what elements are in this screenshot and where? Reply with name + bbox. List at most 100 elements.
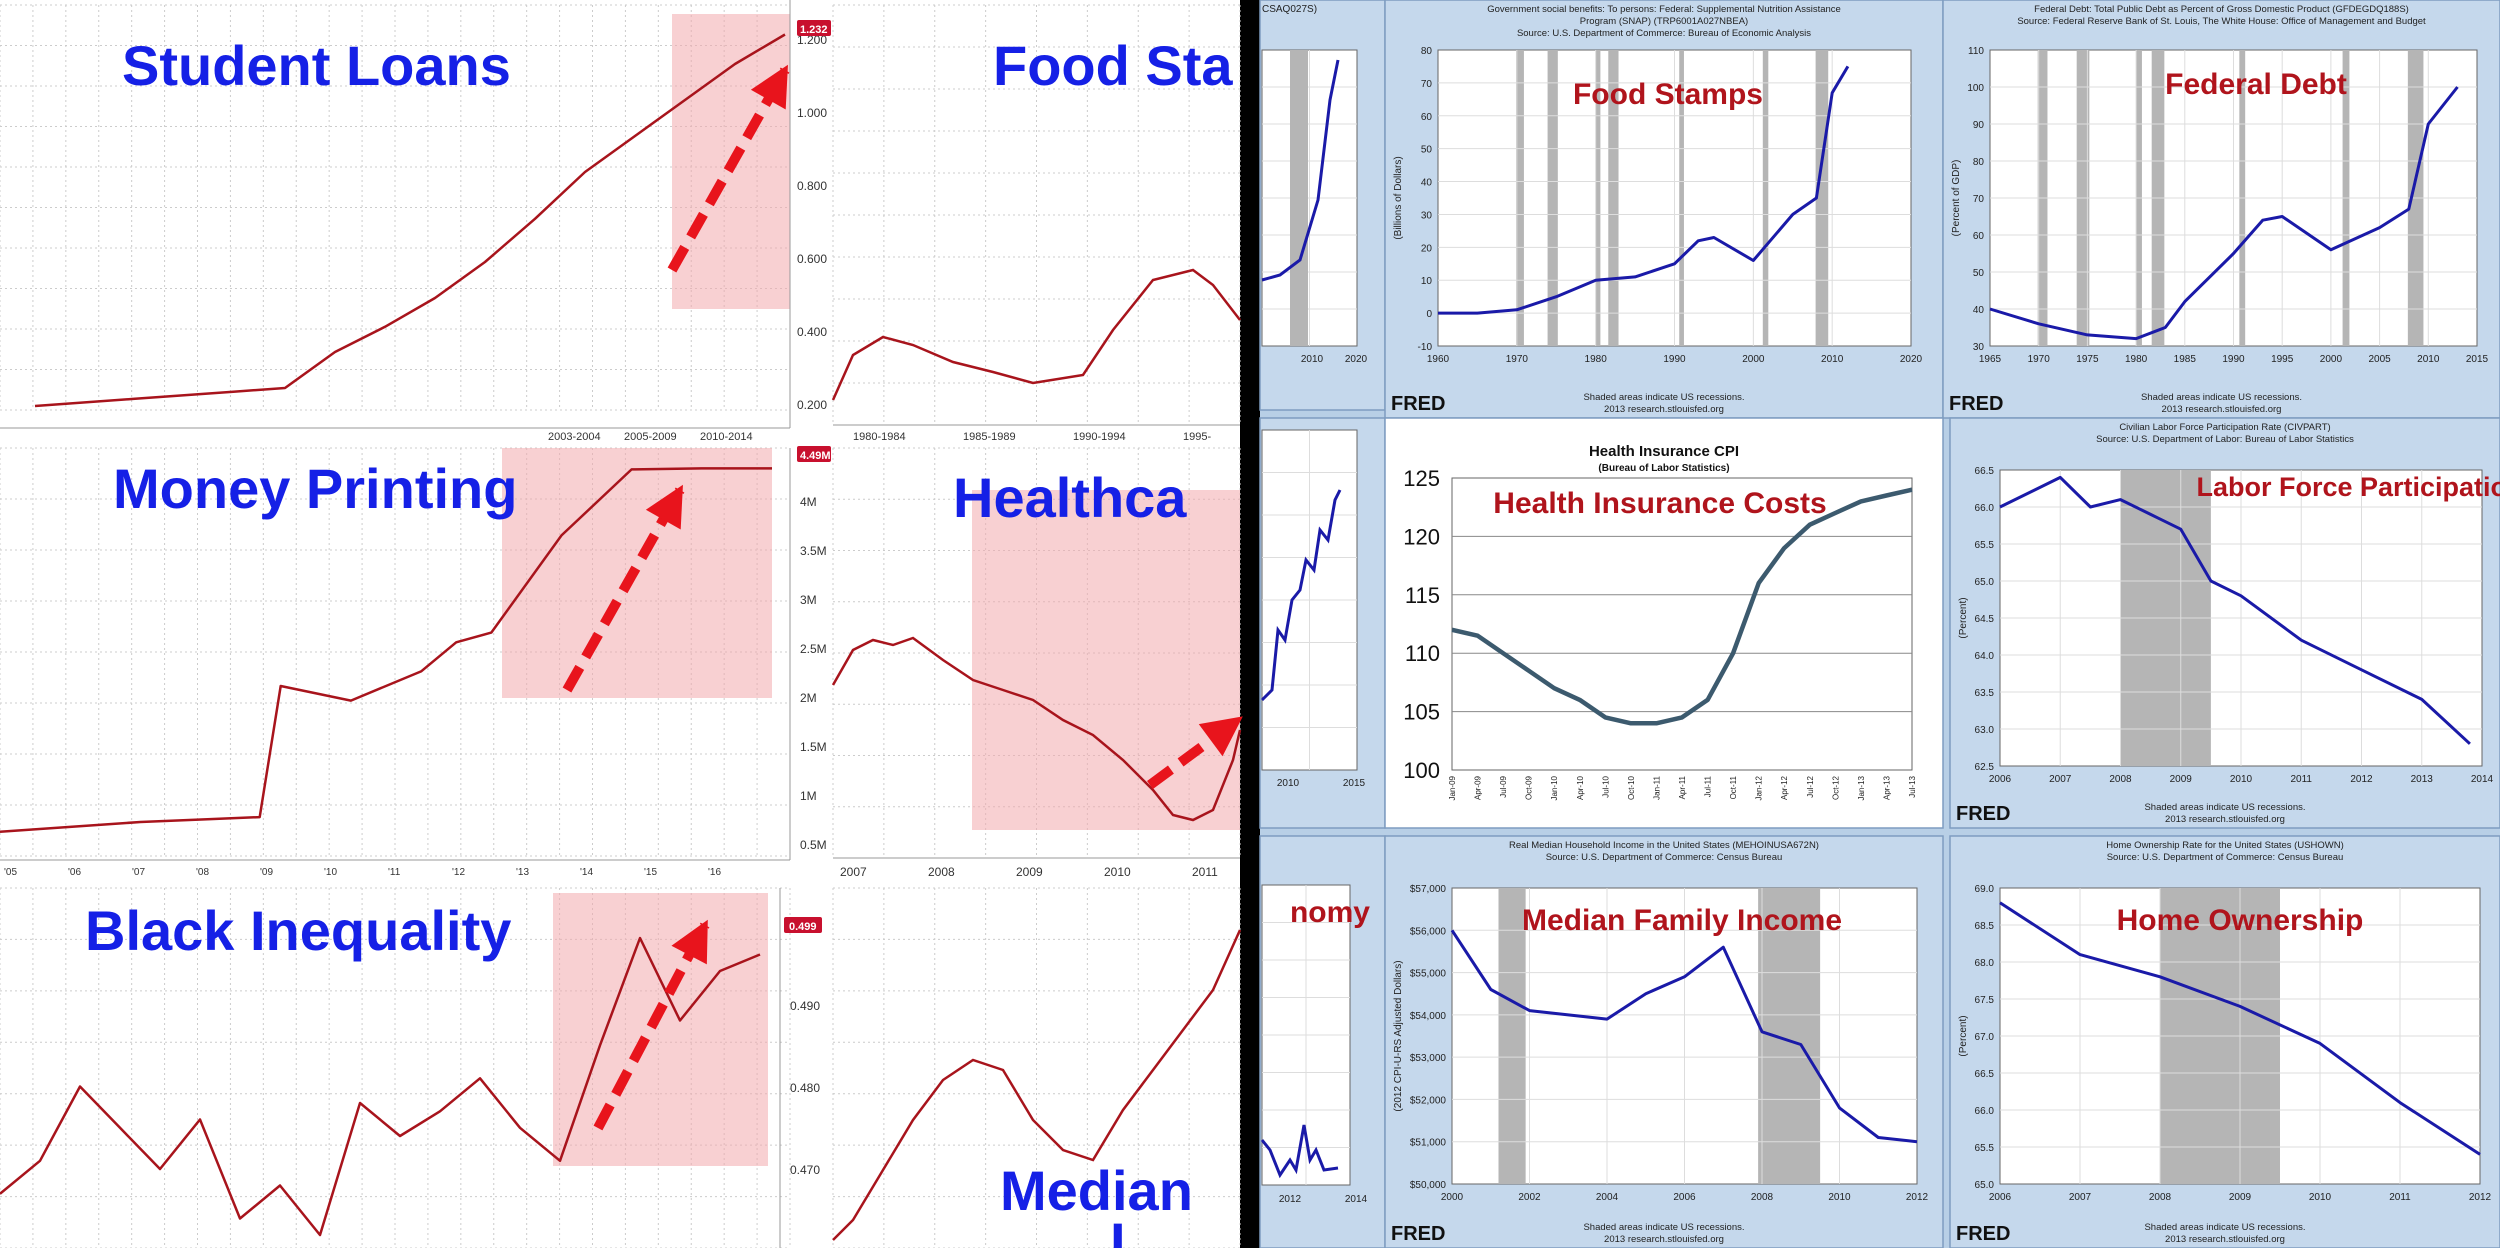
fred-home-ownership-xtick-6: 2012 <box>2469 1192 2492 1203</box>
health-left-xtick-1: 2008 <box>928 865 955 879</box>
fred-labor-force-ytick-4: 64.5 <box>1975 614 1995 625</box>
fred-crop-mid-xtick-1: 2015 <box>1343 778 1366 789</box>
right-collage: CSAQ027S)2010 202080706050403020100-10196… <box>1260 0 2500 1248</box>
fred-federal-debt-xtick-3: 1980 <box>2125 354 2148 365</box>
money-xtick-11: '16 <box>708 867 721 878</box>
fred-federal-debt-xtick-4: 1985 <box>2174 354 2197 365</box>
fred-labor-force-ytick-6: 63.5 <box>1975 688 1995 699</box>
fred-home-ownership-xtick-2: 2008 <box>2149 1192 2172 1203</box>
fred-labor-force-xtick-7: 2013 <box>2411 774 2434 785</box>
money-title: Money Printing <box>113 457 517 520</box>
student-loans-title: Student Loans <box>122 34 511 97</box>
inequality-ytick-0: 0.490 <box>790 999 820 1013</box>
fred-median-income-ytick-4: $53,000 <box>1410 1053 1447 1064</box>
fred-crop-bottom-xtick-0: 2012 <box>1279 1194 1302 1205</box>
fred-federal-debt-ytick-7: 40 <box>1973 305 1985 316</box>
food-left-xtick-1: 1985-1989 <box>963 431 1016 443</box>
median-left-title-2: I <box>1110 1211 1126 1248</box>
fred-food-stamps-ytick-7: 10 <box>1421 276 1433 287</box>
fred-median-income-xtick-3: 2006 <box>1673 1192 1696 1203</box>
fred-labor-force-source-0: Civilian Labor Force Participation Rate … <box>2119 422 2330 433</box>
fred-labor-force-xtick-3: 2009 <box>2170 774 2193 785</box>
money-ytick-0: 4M <box>800 495 817 509</box>
health-left-xtick-3: 2010 <box>1104 865 1131 879</box>
fred-labor-force-xtick-8: 2014 <box>2471 774 2494 785</box>
fred-food-stamps-source-2: Source: U.S. Department of Commerce: Bur… <box>1517 28 1811 39</box>
inequality-title: Black Inequality <box>85 899 511 962</box>
health-insurance-chart-subtitle: (Bureau of Labor Statistics) <box>1598 463 1729 474</box>
fred-labor-force-ytick-0: 66.5 <box>1975 466 1995 477</box>
fred-federal-debt-xtick-7: 2000 <box>2320 354 2343 365</box>
health-insurance-xtick-3: Oct-09 <box>1525 775 1534 800</box>
student-loans-ytick-1: 1.000 <box>797 106 827 120</box>
health-insurance-xtick-10: Jul-11 <box>1704 775 1713 797</box>
fred-crop-top-recession <box>1290 50 1308 346</box>
fred-median-income-title: Median Family Income <box>1522 904 1842 937</box>
fred-federal-debt-xtick-9: 2010 <box>2417 354 2440 365</box>
fred-home-ownership-ylabel: (Percent) <box>1958 1015 1969 1056</box>
fred-home-ownership-title: Home Ownership <box>2117 904 2364 937</box>
fred-labor-force-ytick-1: 66.0 <box>1975 503 1995 514</box>
fred-median-income-xtick-2: 2004 <box>1596 1192 1619 1203</box>
money-ytick-3: 2.5M <box>800 642 827 656</box>
money-ytick-7: 0.5M <box>800 838 827 852</box>
fred-labor-force-ytick-3: 65.0 <box>1975 577 1995 588</box>
fred-labor-force-brand: FRED <box>1956 803 2010 825</box>
fred-home-ownership-source-1: Source: U.S. Department of Commerce: Cen… <box>2107 852 2344 863</box>
fred-food-stamps-ytick-3: 50 <box>1421 145 1433 156</box>
fred-federal-debt-ytick-0: 110 <box>1968 46 1984 57</box>
fred-home-ownership-ytick-6: 66.0 <box>1975 1106 1995 1117</box>
health-insurance-xtick-0: Jan-09 <box>1448 775 1457 800</box>
health-insurance-xtick-7: Oct-10 <box>1627 775 1636 800</box>
health-insurance-xtick-16: Jan-13 <box>1857 775 1866 800</box>
fred-labor-force-xtick-5: 2011 <box>2290 774 2312 785</box>
student-loans-ytick-3: 0.600 <box>797 252 827 266</box>
money-xtick-0: '05 <box>4 867 17 878</box>
health-insurance-xtick-13: Apr-12 <box>1780 775 1789 800</box>
fred-federal-debt-ytick-4: 70 <box>1973 194 1985 205</box>
fred-home-ownership-source-0: Home Ownership Rate for the United State… <box>2106 840 2344 851</box>
money-xtick-3: '08 <box>196 867 209 878</box>
food-left-xtick-0: 1980-1984 <box>853 431 906 443</box>
health-left-xtick-2: 2009 <box>1016 865 1043 879</box>
fred-labor-force-ytick-8: 62.5 <box>1975 762 1995 773</box>
health-insurance-xtick-15: Oct-12 <box>1831 775 1840 800</box>
food-left-xtick-2: 1990-1994 <box>1073 431 1126 443</box>
fred-median-income-ytick-0: $57,000 <box>1410 884 1447 895</box>
fred-home-ownership-ytick-0: 69.0 <box>1975 884 1995 895</box>
fred-federal-debt-xtick-0: 1965 <box>1979 354 2002 365</box>
fred-home-ownership-brand: FRED <box>1956 1223 2010 1245</box>
fred-crop-top-xtick-0: 2010 <box>1301 354 1324 365</box>
health-insurance-xtick-17: Apr-13 <box>1882 775 1891 800</box>
fred-federal-debt: 110100908070605040301965 1970 1975 1980 1985… <box>1943 0 2500 418</box>
fred-median-income-ytick-6: $51,000 <box>1410 1138 1447 1149</box>
fred-median-income: $57,000$56,000$55,000$54,000$53,000$52,0… <box>1385 836 1943 1248</box>
fred-home-ownership-ytick-5: 66.5 <box>1975 1069 1995 1080</box>
money-value-label: 4.49M <box>800 450 831 462</box>
fred-home-ownership-xtick-5: 2011 <box>2389 1192 2411 1203</box>
money-ytick-1: 3.5M <box>800 544 827 558</box>
money-xtick-1: '06 <box>68 867 81 878</box>
fred-food-stamps-source-1: Program (SNAP) (TRP6001A027NBEA) <box>1580 16 1748 27</box>
fred-home-ownership-ytick-4: 67.0 <box>1975 1032 1995 1043</box>
fred-median-income-xtick-0: 2000 <box>1441 1192 1464 1203</box>
fred-crop-bottom: nomy2012 2014 <box>1260 836 1385 1248</box>
money-xtick-5: '10 <box>324 867 337 878</box>
fred-food-stamps-ylabel: (Billions of Dollars) <box>1393 156 1404 239</box>
health-insurance-ytick-3: 110 <box>1405 641 1440 666</box>
fred-food-stamps-xtick-5: 2010 <box>1821 354 1844 365</box>
fred-federal-debt-xtick-2: 1975 <box>2076 354 2099 365</box>
fred-median-income-ytick-7: $50,000 <box>1410 1180 1447 1191</box>
health-insurance-xtick-4: Jan-10 <box>1550 775 1559 800</box>
fred-federal-debt-ytick-8: 30 <box>1973 342 1985 353</box>
fred-federal-debt-xtick-1: 1970 <box>2028 354 2051 365</box>
fred-labor-force-title: Labor Force Participation <box>2196 472 2500 502</box>
divider <box>1240 0 1260 1248</box>
fred-food-stamps-ytick-2: 60 <box>1421 112 1433 123</box>
money-xtick-4: '09 <box>260 867 273 878</box>
fred-crop-mid-xtick-0: 2010 <box>1277 778 1300 789</box>
fred-labor-force-xtick-2: 2008 <box>2109 774 2132 785</box>
health-left-title: Healthca <box>953 466 1187 529</box>
money-xtick-6: '11 <box>388 867 401 878</box>
fred-labor-force-ytick-2: 65.5 <box>1975 540 1995 551</box>
